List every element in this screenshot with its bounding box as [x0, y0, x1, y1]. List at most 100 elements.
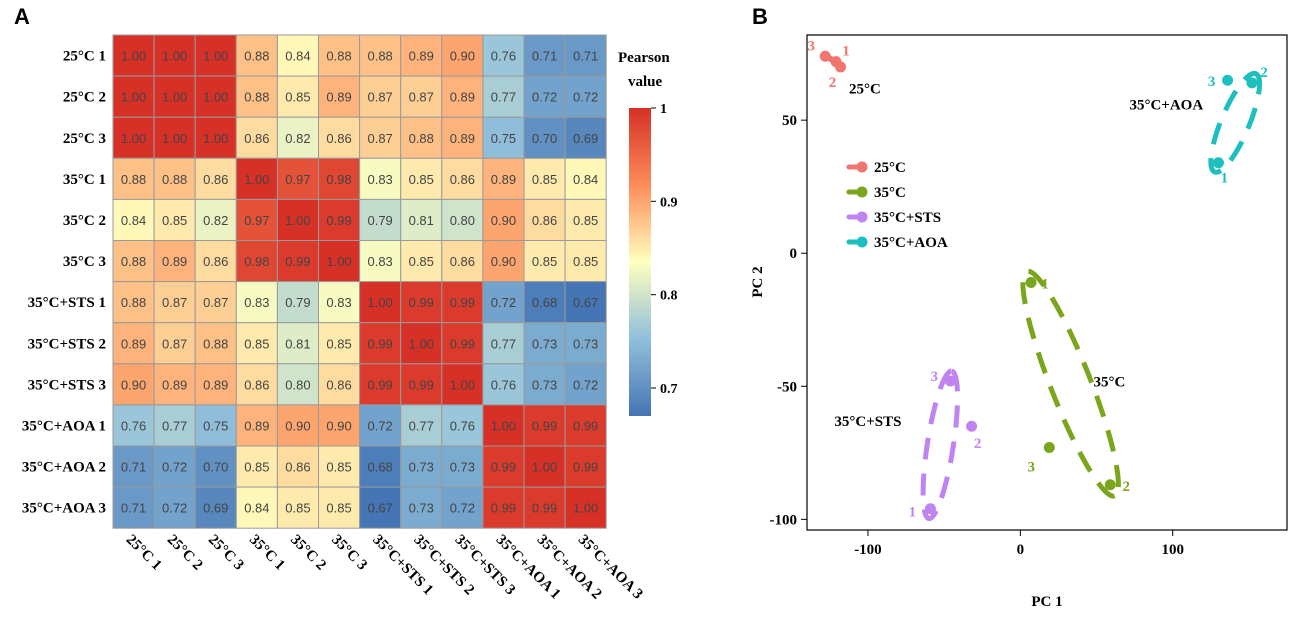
heatmap-cell	[482, 404, 525, 447]
heatmap-value: 0.89	[203, 377, 228, 392]
heatmap-cell	[359, 322, 402, 365]
heatmap-value: 0.88	[121, 254, 146, 269]
heatmap-value: 0.67	[367, 501, 392, 516]
row-label: 25°C 3	[63, 131, 106, 147]
heatmap-cell	[564, 445, 607, 488]
row-label: 35°C+STS 3	[28, 377, 106, 393]
point-label: 3	[1208, 74, 1216, 90]
heatmap-cell	[400, 34, 443, 77]
heatmap-cell	[400, 240, 443, 283]
column-label: 35°C 2	[287, 532, 329, 574]
heatmap-value: 0.89	[450, 90, 475, 105]
heatmap-cell	[400, 198, 443, 241]
heatmap-cell	[153, 486, 196, 529]
heatmap-cell	[400, 363, 443, 406]
legend-label: 35°C+AOA	[874, 235, 948, 251]
column-label: 35°C 3	[328, 532, 370, 574]
heatmap-value: 0.89	[244, 418, 269, 433]
heatmap-cell	[441, 240, 484, 283]
heatmap-value: 1.00	[244, 172, 269, 187]
heatmap-cell	[359, 486, 402, 529]
heatmap-cell	[523, 322, 566, 365]
heatmap-cell	[153, 363, 196, 406]
heatmap-cell	[235, 363, 278, 406]
heatmap-value: 1.00	[573, 501, 598, 516]
heatmap-cell	[235, 157, 278, 200]
x-axis-label: PC 1	[1031, 594, 1062, 610]
heatmap-cell	[482, 486, 525, 529]
legend-swatch-dot	[856, 211, 868, 223]
heatmap-value: 0.99	[573, 418, 598, 433]
heatmap-value: 0.88	[326, 49, 351, 64]
y-tick-label: 0	[790, 246, 798, 262]
heatmap-cell	[235, 445, 278, 488]
heatmap-cell	[564, 363, 607, 406]
heatmap-cell	[359, 445, 402, 488]
heatmap-value: 1.00	[285, 213, 310, 228]
heatmap-value: 0.84	[573, 172, 598, 187]
heatmap-value: 0.88	[121, 295, 146, 310]
group-label: 35°C+AOA	[1129, 98, 1203, 114]
heatmap-value: 0.99	[367, 377, 392, 392]
heatmap-cell	[276, 281, 319, 324]
point-label: 2	[1260, 65, 1268, 81]
data-point	[819, 50, 831, 62]
heatmap-value: 1.00	[203, 131, 228, 146]
heatmap-value: 1.00	[203, 49, 228, 64]
x-tick-label: 100	[1161, 542, 1184, 558]
heatmap-value: 0.85	[285, 501, 310, 516]
heatmap-cell	[194, 445, 237, 488]
heatmap-value: 0.88	[367, 49, 392, 64]
heatmap-cell	[564, 240, 607, 283]
heatmap-cell	[276, 116, 319, 159]
color-bar	[629, 108, 651, 416]
heatmap-value: 0.85	[573, 213, 598, 228]
group-label: 25°C	[849, 82, 881, 98]
point-label: 1	[1041, 277, 1049, 293]
heatmap-value: 1.00	[409, 336, 434, 351]
y-tick-label: 50	[782, 113, 797, 129]
column-label: 25°C 2	[164, 532, 206, 574]
point-label: 2	[1122, 479, 1130, 495]
data-point	[1043, 442, 1055, 453]
heatmap-cell	[235, 116, 278, 159]
heatmap-cell	[564, 322, 607, 365]
heatmap-cell	[276, 486, 319, 529]
heatmap-value: 0.89	[162, 254, 187, 269]
heatmap-value: 0.99	[532, 418, 557, 433]
heatmap-value: 0.73	[532, 377, 557, 392]
heatmap-cell	[441, 157, 484, 200]
heatmap-value: 0.90	[491, 254, 516, 269]
heatmap-cell	[564, 404, 607, 447]
heatmap-value: 0.99	[532, 501, 557, 516]
heatmap-value: 0.89	[491, 172, 516, 187]
heatmap-cell	[482, 240, 525, 283]
heatmap-value: 0.75	[203, 418, 228, 433]
data-point	[924, 503, 936, 515]
heatmap-value: 0.98	[326, 172, 351, 187]
heatmap-value: 0.89	[450, 131, 475, 146]
heatmap-value: 0.85	[532, 172, 557, 187]
heatmap-value: 0.73	[532, 336, 557, 351]
panel-a-label: A	[14, 4, 30, 29]
legend-label: 25°C	[874, 160, 906, 176]
heatmap-value: 0.83	[244, 295, 269, 310]
heatmap-value: 0.87	[367, 90, 392, 105]
heatmap-cell	[194, 322, 237, 365]
data-point	[944, 375, 956, 387]
heatmap-value: 0.71	[573, 49, 598, 64]
heatmap-value: 1.00	[121, 49, 146, 64]
heatmap-cell	[318, 198, 361, 241]
heatmap-value: 0.86	[450, 172, 475, 187]
heatmap-value: 0.68	[367, 460, 392, 475]
heatmap-value: 0.90	[491, 213, 516, 228]
heatmap-cell	[523, 363, 566, 406]
heatmap-cell	[523, 157, 566, 200]
heatmap-value: 0.87	[203, 295, 228, 310]
heatmap-cell	[523, 445, 566, 488]
heatmap-cell	[153, 198, 196, 241]
color-bar-tick-label: 0.8	[660, 289, 678, 304]
group-ellipse	[1208, 70, 1263, 175]
